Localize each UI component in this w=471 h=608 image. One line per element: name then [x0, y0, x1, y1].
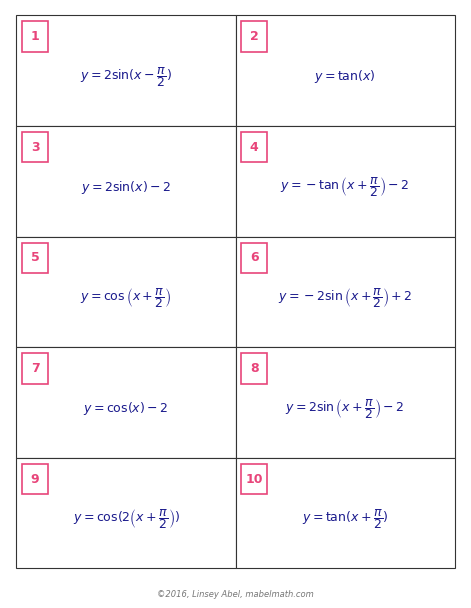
- FancyBboxPatch shape: [22, 132, 48, 162]
- Text: $y = \cos(2\left(x + \dfrac{\pi}{2}\right))$: $y = \cos(2\left(x + \dfrac{\pi}{2}\righ…: [73, 507, 179, 531]
- Text: 1: 1: [31, 30, 40, 43]
- FancyBboxPatch shape: [236, 347, 455, 458]
- Text: $y = \tan(x)$: $y = \tan(x)$: [314, 68, 376, 85]
- FancyBboxPatch shape: [22, 464, 48, 494]
- FancyBboxPatch shape: [236, 237, 455, 347]
- FancyBboxPatch shape: [16, 15, 236, 126]
- FancyBboxPatch shape: [236, 15, 455, 126]
- FancyBboxPatch shape: [236, 458, 455, 568]
- FancyBboxPatch shape: [22, 21, 48, 52]
- FancyBboxPatch shape: [241, 353, 267, 384]
- Text: 10: 10: [245, 472, 263, 486]
- Text: 2: 2: [250, 30, 259, 43]
- FancyBboxPatch shape: [16, 347, 236, 458]
- FancyBboxPatch shape: [16, 237, 236, 347]
- Text: 4: 4: [250, 140, 259, 154]
- FancyBboxPatch shape: [241, 243, 267, 273]
- Text: 5: 5: [31, 251, 40, 264]
- Text: $y = -2\sin\left(x + \dfrac{\pi}{2}\right) + 2$: $y = -2\sin\left(x + \dfrac{\pi}{2}\righ…: [278, 286, 412, 310]
- Text: 9: 9: [31, 472, 40, 486]
- FancyBboxPatch shape: [241, 464, 267, 494]
- Text: $y = 2\sin\left(x + \dfrac{\pi}{2}\right) - 2$: $y = 2\sin\left(x + \dfrac{\pi}{2}\right…: [285, 396, 405, 421]
- Text: 8: 8: [250, 362, 259, 375]
- Text: ©2016, Linsey Abel, mabelmath.com: ©2016, Linsey Abel, mabelmath.com: [157, 590, 314, 599]
- Text: $y = -\tan\left(x + \dfrac{\pi}{2}\right) - 2$: $y = -\tan\left(x + \dfrac{\pi}{2}\right…: [280, 175, 410, 199]
- FancyBboxPatch shape: [16, 126, 236, 237]
- Text: $y = \cos(x) - 2$: $y = \cos(x) - 2$: [83, 400, 169, 417]
- Text: $y = 2\sin(x - \dfrac{\pi}{2})$: $y = 2\sin(x - \dfrac{\pi}{2})$: [80, 64, 172, 89]
- Text: $y = \tan(x + \dfrac{\pi}{2})$: $y = \tan(x + \dfrac{\pi}{2})$: [302, 507, 388, 531]
- Text: $y = 2\sin(x) - 2$: $y = 2\sin(x) - 2$: [81, 179, 171, 196]
- FancyBboxPatch shape: [22, 243, 48, 273]
- FancyBboxPatch shape: [241, 21, 267, 52]
- Text: 7: 7: [31, 362, 40, 375]
- Text: 3: 3: [31, 140, 40, 154]
- Text: 6: 6: [250, 251, 259, 264]
- FancyBboxPatch shape: [241, 132, 267, 162]
- FancyBboxPatch shape: [236, 126, 455, 237]
- FancyBboxPatch shape: [22, 353, 48, 384]
- FancyBboxPatch shape: [16, 458, 236, 568]
- Text: $y = \cos\left(x + \dfrac{\pi}{2}\right)$: $y = \cos\left(x + \dfrac{\pi}{2}\right)…: [81, 286, 171, 310]
